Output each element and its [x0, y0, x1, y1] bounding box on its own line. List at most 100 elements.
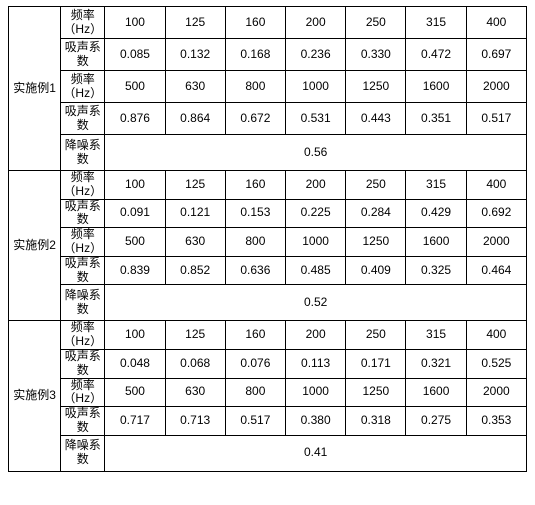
freq-row: 实施例3频率（Hz）100125160200250315400: [9, 321, 527, 350]
data-cell: 800: [225, 378, 285, 407]
data-cell: 0.636: [225, 256, 285, 285]
data-cell: 200: [286, 321, 346, 350]
data-cell: 0.409: [346, 256, 406, 285]
example-name-cell: 实施例2: [9, 171, 61, 321]
data-cell: 0.717: [105, 407, 165, 436]
data-cell: 160: [225, 7, 285, 39]
data-cell: 0.091: [105, 199, 165, 228]
data-cell: 0.330: [346, 39, 406, 71]
data-cell: 0.464: [466, 256, 526, 285]
data-cell: 800: [225, 228, 285, 257]
data-cell: 0.472: [406, 39, 466, 71]
row-label-nr: 降噪系数: [61, 135, 105, 171]
data-cell: 0.318: [346, 407, 406, 436]
data-cell: 1000: [286, 71, 346, 103]
abs-row: 吸声系数0.0910.1210.1530.2250.2840.4290.692: [9, 199, 527, 228]
data-cell: 0.068: [165, 349, 225, 378]
data-cell: 250: [346, 7, 406, 39]
freq-row: 实施例2频率（Hz）100125160200250315400: [9, 171, 527, 200]
data-cell: 0.380: [286, 407, 346, 436]
data-cell: 0.852: [165, 256, 225, 285]
row-label-freq: 频率（Hz）: [61, 171, 105, 200]
data-cell: 0.517: [225, 407, 285, 436]
data-cell: 0.171: [346, 349, 406, 378]
data-cell: 125: [165, 321, 225, 350]
data-cell: 630: [165, 71, 225, 103]
nr-value-cell: 0.52: [105, 285, 527, 321]
row-label-nr: 降噪系数: [61, 435, 105, 471]
data-cell: 0.485: [286, 256, 346, 285]
data-cell: 2000: [466, 378, 526, 407]
abs-row: 吸声系数0.7170.7130.5170.3800.3180.2750.353: [9, 407, 527, 436]
row-label-freq: 频率（Hz）: [61, 378, 105, 407]
freq-row: 频率（Hz）5006308001000125016002000: [9, 378, 527, 407]
data-cell: 0.048: [105, 349, 165, 378]
data-cell: 200: [286, 7, 346, 39]
data-cell: 315: [406, 7, 466, 39]
data-cell: 0.121: [165, 199, 225, 228]
data-cell: 0.076: [225, 349, 285, 378]
data-cell: 100: [105, 171, 165, 200]
data-cell: 0.225: [286, 199, 346, 228]
nr-value-cell: 0.41: [105, 435, 527, 471]
example-name-cell: 实施例1: [9, 7, 61, 171]
data-cell: 0.236: [286, 39, 346, 71]
data-cell: 400: [466, 321, 526, 350]
data-cell: 315: [406, 321, 466, 350]
data-cell: 0.876: [105, 103, 165, 135]
data-cell: 1600: [406, 228, 466, 257]
data-cell: 0.353: [466, 407, 526, 436]
data-cell: 0.525: [466, 349, 526, 378]
data-cell: 0.351: [406, 103, 466, 135]
data-cell: 1600: [406, 378, 466, 407]
data-cell: 0.517: [466, 103, 526, 135]
example-name-cell: 实施例3: [9, 321, 61, 471]
freq-row: 频率（Hz）5006308001000125016002000: [9, 228, 527, 257]
nr-row: 降噪系数0.52: [9, 285, 527, 321]
acoustic-data-table: 实施例1频率（Hz）100125160200250315400吸声系数0.085…: [8, 6, 527, 472]
data-cell: 0.443: [346, 103, 406, 135]
data-cell: 315: [406, 171, 466, 200]
data-cell: 0.153: [225, 199, 285, 228]
abs-row: 吸声系数0.8390.8520.6360.4850.4090.3250.464: [9, 256, 527, 285]
row-label-nr: 降噪系数: [61, 285, 105, 321]
data-cell: 160: [225, 321, 285, 350]
data-cell: 0.168: [225, 39, 285, 71]
page-container: 实施例1频率（Hz）100125160200250315400吸声系数0.085…: [0, 0, 535, 505]
data-cell: 1000: [286, 228, 346, 257]
row-label-freq: 频率（Hz）: [61, 321, 105, 350]
data-cell: 1250: [346, 71, 406, 103]
data-cell: 0.321: [406, 349, 466, 378]
row-label-abs: 吸声系数: [61, 256, 105, 285]
freq-row: 频率（Hz）5006308001000125016002000: [9, 71, 527, 103]
row-label-freq: 频率（Hz）: [61, 7, 105, 39]
data-cell: 1600: [406, 71, 466, 103]
data-cell: 2000: [466, 71, 526, 103]
data-cell: 125: [165, 171, 225, 200]
data-cell: 125: [165, 7, 225, 39]
abs-row: 吸声系数0.0850.1320.1680.2360.3300.4720.697: [9, 39, 527, 71]
data-cell: 160: [225, 171, 285, 200]
data-cell: 100: [105, 7, 165, 39]
row-label-abs: 吸声系数: [61, 103, 105, 135]
data-cell: 250: [346, 171, 406, 200]
data-cell: 250: [346, 321, 406, 350]
row-label-freq: 频率（Hz）: [61, 71, 105, 103]
nr-row: 降噪系数0.56: [9, 135, 527, 171]
data-cell: 0.085: [105, 39, 165, 71]
data-cell: 500: [105, 228, 165, 257]
data-cell: 500: [105, 71, 165, 103]
data-cell: 0.275: [406, 407, 466, 436]
row-label-abs: 吸声系数: [61, 199, 105, 228]
data-cell: 0.839: [105, 256, 165, 285]
data-cell: 630: [165, 378, 225, 407]
data-cell: 0.284: [346, 199, 406, 228]
data-cell: 0.864: [165, 103, 225, 135]
row-label-abs: 吸声系数: [61, 407, 105, 436]
data-cell: 1250: [346, 228, 406, 257]
data-cell: 1000: [286, 378, 346, 407]
row-label-abs: 吸声系数: [61, 349, 105, 378]
nr-value-cell: 0.56: [105, 135, 527, 171]
abs-row: 吸声系数0.8760.8640.6720.5310.4430.3510.517: [9, 103, 527, 135]
data-cell: 200: [286, 171, 346, 200]
